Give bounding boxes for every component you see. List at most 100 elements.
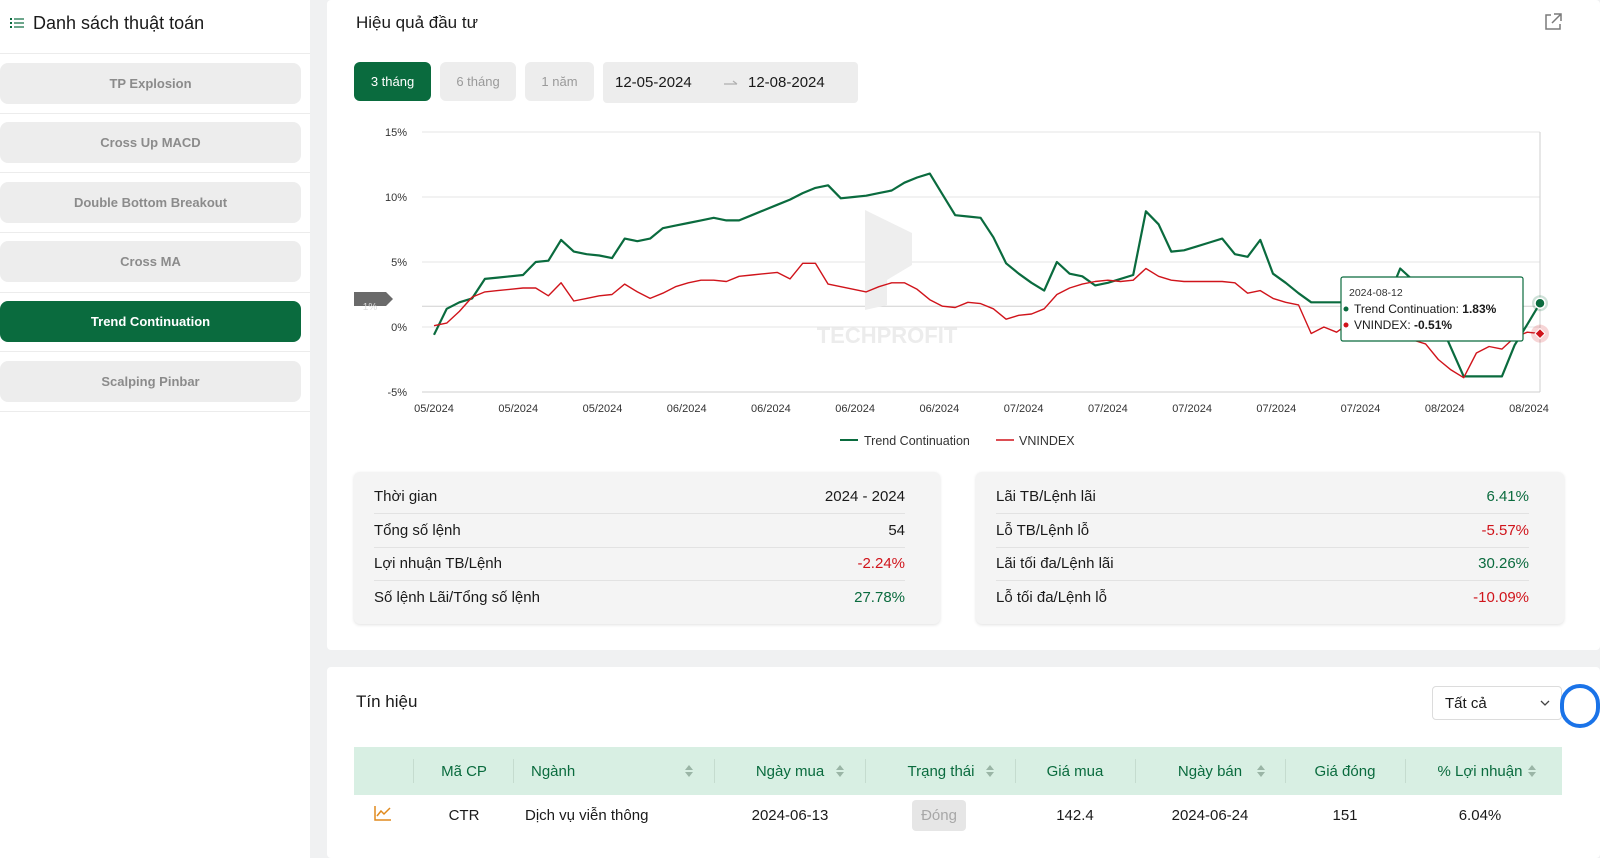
tooltip-vnindex: VNINDEX: -0.51%: [1354, 318, 1452, 332]
chart-line-icon[interactable]: [374, 805, 392, 821]
x-tick-label: 07/2024: [1004, 403, 1044, 415]
x-tick-label: 06/2024: [835, 403, 875, 415]
stat-row: Số lệnh Lãi/Tổng số lệnh 27.78%: [374, 581, 905, 614]
date-from-input[interactable]: 12-05-2024: [615, 74, 692, 91]
signals-title: Tín hiệu: [356, 692, 418, 711]
chart-tooltip: [1340, 276, 1524, 342]
x-tick-label: 07/2024: [1341, 403, 1381, 415]
external-link-icon[interactable]: [1543, 12, 1563, 32]
stat-value: -10.09%: [1473, 588, 1529, 606]
sidebar-item-double-bottom-breakout[interactable]: Double Bottom Breakout: [0, 182, 301, 223]
floating-action-edge[interactable]: [1560, 684, 1600, 728]
stat-value: 6.41%: [1486, 488, 1529, 505]
x-tick-label: 06/2024: [920, 403, 960, 415]
range-3-months-button[interactable]: 3 tháng: [354, 62, 431, 101]
sidebar-item-trend-continuation[interactable]: Trend Continuation: [0, 301, 301, 342]
y-tick-label: 5%: [391, 257, 407, 269]
range-1-year-button[interactable]: 1 năm: [525, 62, 594, 101]
column-header-close-price[interactable]: Giá đóng: [1314, 762, 1376, 780]
sidebar-divider: [0, 292, 310, 293]
watermark-logo: [865, 210, 912, 310]
signal-filter-select[interactable]: Tất cả: [1432, 686, 1562, 720]
tooltip-dot-vnindex: [1343, 322, 1349, 328]
range-6-months-button[interactable]: 6 tháng: [440, 62, 516, 101]
cell-profit: 6.04%: [1458, 806, 1502, 824]
watermark-text: TECHPROFIT: [817, 323, 958, 348]
stat-row: Lãi tối đa/Lệnh lãi 30.26%: [996, 547, 1529, 580]
column-header-profit[interactable]: % Lợi nhuận: [1437, 762, 1523, 780]
sidebar-divider: [0, 232, 310, 233]
stat-label: Lãi tối đa/Lệnh lãi: [996, 555, 1114, 572]
tooltip-trend: Trend Continuation: 1.83%: [1354, 302, 1497, 316]
column-header-buy-date[interactable]: Ngày mua: [755, 762, 825, 780]
signals-table-header: Mã CP Ngành Ngày mua Trạng thái Giá mua …: [354, 747, 1562, 795]
column-header-sell-date[interactable]: Ngày bán: [1177, 762, 1243, 780]
cell-buy-date: 2024-06-13: [751, 806, 829, 824]
stat-value: 27.78%: [854, 588, 905, 606]
sidebar-divider: [0, 53, 310, 54]
sidebar-item-cross-ma[interactable]: Cross MA: [0, 241, 301, 282]
column-divider: [865, 759, 866, 783]
stat-label: Thời gian: [374, 488, 438, 505]
x-tick-label: 06/2024: [751, 403, 791, 415]
y-tick-label: 10%: [385, 192, 407, 204]
sort-icon[interactable]: [1527, 764, 1537, 778]
sidebar-divider: [0, 351, 310, 352]
column-divider: [513, 759, 514, 783]
table-row[interactable]: CTR Dịch vụ viễn thông 2024-06-13 Đóng 1…: [354, 795, 1562, 835]
column-divider: [1405, 759, 1406, 783]
hover-point-vnindex: [1534, 327, 1546, 340]
stat-value: -5.57%: [1481, 521, 1529, 539]
sort-icon[interactable]: [684, 764, 694, 778]
arrow-right-icon: [724, 80, 738, 85]
stat-value: 54: [888, 521, 905, 539]
sidebar-item-scalping-pinbar[interactable]: Scalping Pinbar: [0, 361, 301, 402]
stat-divider: [374, 546, 905, 548]
date-to-input[interactable]: 12-08-2024: [748, 74, 825, 91]
cell-buy-price: 142.4: [1056, 806, 1094, 824]
x-tick-label: 07/2024: [1256, 403, 1296, 415]
column-header-sector[interactable]: Ngành: [531, 762, 576, 780]
stat-row: Lợi nhuận TB/Lệnh -2.24%: [374, 547, 905, 580]
algorithm-sidebar: Danh sách thuật toán TP Explosion Cross …: [0, 0, 310, 858]
column-header-buy-price[interactable]: Giá mua: [1046, 762, 1104, 780]
column-divider: [413, 759, 414, 783]
sort-icon[interactable]: [1256, 764, 1266, 778]
stat-label: Tổng số lệnh: [374, 521, 461, 539]
y-tick-label: 0%: [391, 322, 407, 334]
column-header-code[interactable]: Mã CP: [441, 762, 487, 780]
stat-divider: [996, 546, 1529, 548]
date-range-picker[interactable]: 12-05-2024 12-08-2024: [603, 62, 858, 103]
current-level-label: 1%: [363, 302, 378, 313]
y-tick-label: 15%: [385, 127, 407, 139]
list-icon: [10, 18, 24, 28]
sort-icon[interactable]: [985, 764, 995, 778]
x-tick-label: 05/2024: [414, 403, 454, 415]
stat-label: Lỗ tối đa/Lệnh lỗ: [996, 588, 1107, 606]
tooltip-date: 2024-08-12: [1349, 287, 1403, 299]
sidebar-divider: [0, 113, 310, 114]
stat-row: Tổng số lệnh 54: [374, 514, 905, 547]
stat-row: Lỗ TB/Lệnh lỗ -5.57%: [996, 514, 1529, 547]
sidebar-item-cross-up-macd[interactable]: Cross Up MACD: [0, 122, 301, 163]
column-divider: [1135, 759, 1136, 783]
sidebar-title: Danh sách thuật toán: [33, 12, 205, 33]
stat-divider: [996, 513, 1529, 514]
x-tick-label: 05/2024: [498, 403, 538, 415]
cell-close-price: 151: [1332, 806, 1358, 824]
status-badge: Đóng: [912, 799, 966, 831]
x-tick-label: 08/2024: [1509, 403, 1549, 415]
x-tick-label: 06/2024: [667, 403, 707, 415]
stat-row: Lỗ tối đa/Lệnh lỗ -10.09%: [996, 581, 1529, 614]
stat-label: Số lệnh Lãi/Tổng số lệnh: [374, 588, 540, 606]
stat-row: Lãi TB/Lệnh lãi 6.41%: [996, 480, 1529, 513]
stats-card-left: Thời gian 2024 - 2024 Tổng số lệnh 54 Lợi nh…: [354, 472, 940, 624]
column-divider: [714, 759, 715, 783]
filter-value: Tất cả: [1445, 694, 1487, 712]
sidebar-item-tp-explosion[interactable]: TP Explosion: [0, 63, 301, 104]
y-tick-label: -5%: [387, 387, 407, 399]
column-divider: [1015, 759, 1016, 783]
sort-icon[interactable]: [835, 764, 845, 778]
column-header-status[interactable]: Trạng thái: [907, 762, 975, 780]
stat-value: 2024 - 2024: [824, 488, 905, 505]
